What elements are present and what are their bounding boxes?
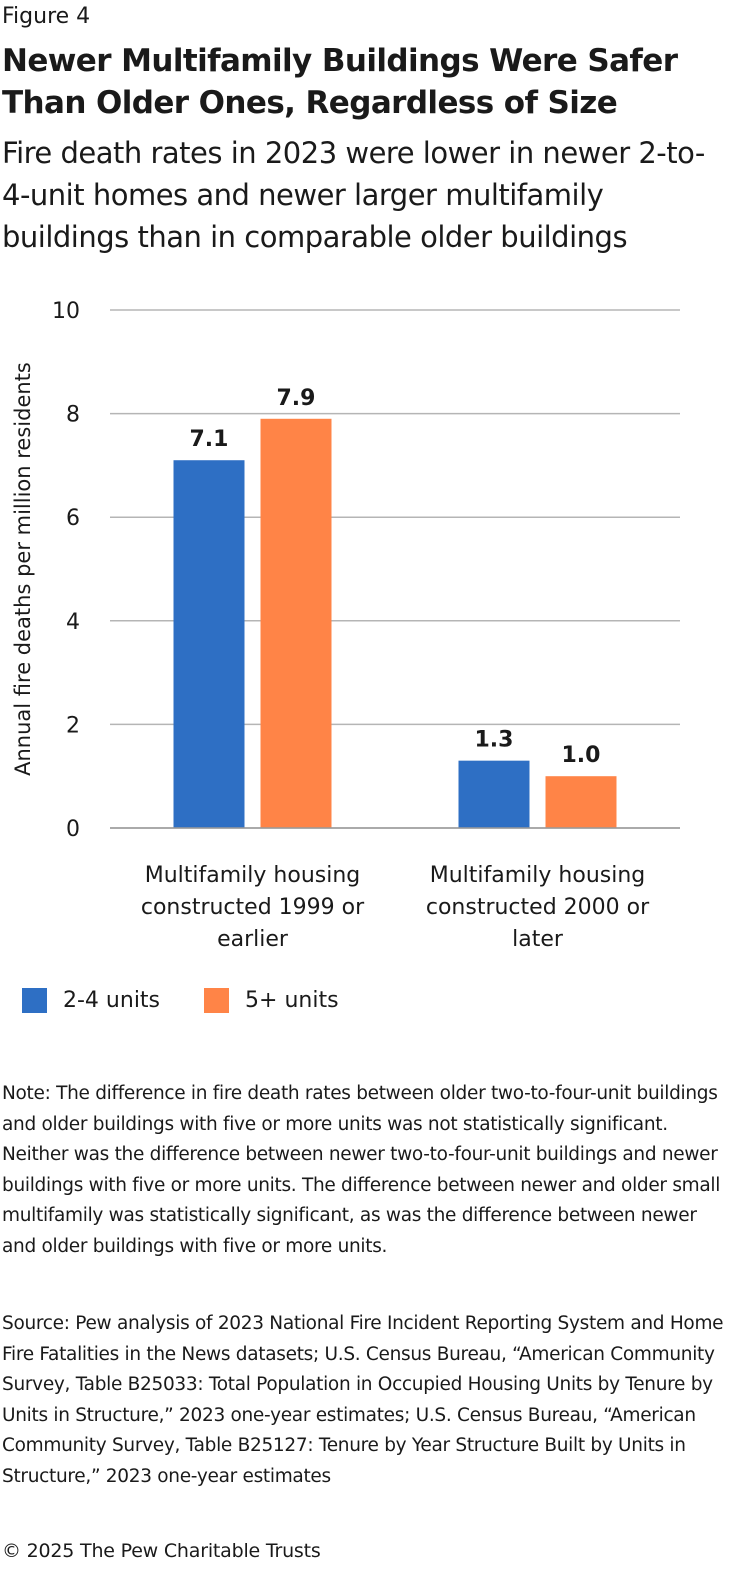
y-tick-label: 4 [66,610,80,635]
data-label: 7.9 [277,386,316,411]
y-tick-label: 8 [66,403,80,428]
bar [458,760,530,828]
y-axis-label: Annual fire deaths per million residents [11,362,35,776]
note-text: Note: The difference in fire death rates… [2,1083,721,1257]
legend-swatch-5-plus-units [204,988,230,1013]
chart-title: Newer Multifamily Buildings Were Safer T… [2,43,678,121]
bar [260,418,332,828]
y-tick-label: 0 [66,817,80,842]
legend: 2-4 units 5+ units [22,988,383,1013]
legend-label-2-4-units: 2-4 units [63,988,161,1013]
legend-item-2-4-units: 2-4 units [22,988,160,1013]
bar [545,776,617,828]
x-tick-label: earlier [217,927,289,952]
copyright-text: © 2025 The Pew Charitable Trusts [2,1540,321,1562]
figure-label: Figure 4 [2,4,91,29]
x-tick-label: later [512,927,564,952]
y-tick-label: 10 [52,299,80,324]
legend-swatch-2-4-units [22,988,47,1013]
legend-label-5-plus-units: 5+ units [245,988,339,1013]
bar-chart: 0 2 4 6 8 10 Annual fire deaths per million re… [11,299,680,952]
x-tick-label: Multifamily housing [145,863,361,888]
x-tick-label: constructed 1999 or [141,895,365,920]
data-label: 1.3 [475,728,514,753]
y-tick-label: 6 [66,506,80,531]
x-tick-label: Multifamily housing [430,863,646,888]
x-tick-label: constructed 2000 or [426,895,650,920]
chart-subtitle: Fire death rates in 2023 were lower in n… [2,136,705,254]
data-label: 1.0 [562,743,601,768]
bar [173,460,245,828]
y-tick-label: 2 [66,713,80,738]
legend-item-5-plus-units: 5+ units [204,988,339,1013]
source-text: Source: Pew analysis of 2023 National Fi… [2,1313,724,1487]
data-label: 7.1 [190,427,229,452]
